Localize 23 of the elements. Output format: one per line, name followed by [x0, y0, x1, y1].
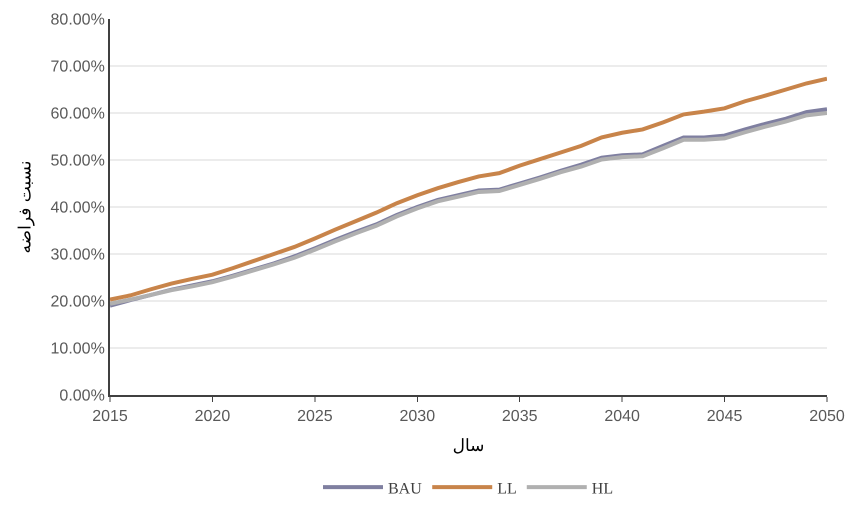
y-tick-label: 70.00% — [50, 58, 105, 76]
y-tick-label: 20.00% — [50, 294, 105, 311]
x-tick-label: 2035 — [502, 408, 538, 426]
y-tick-label: 80.00% — [50, 12, 105, 29]
y-tick-label: 0.00% — [59, 388, 105, 405]
x-tick-label: 2015 — [92, 408, 128, 426]
y-tick-label: 10.00% — [50, 340, 105, 358]
x-axis-title: سال — [452, 436, 484, 456]
x-tick-label: 2030 — [399, 408, 436, 426]
y-tick-label: 60.00% — [50, 106, 105, 123]
legend-label: HL — [592, 480, 614, 498]
legend-label: BAU — [388, 480, 422, 498]
y-tick-label: 30.00% — [50, 246, 105, 264]
y-tick-label: 40.00% — [50, 200, 105, 217]
x-tick-label: 2040 — [604, 408, 640, 426]
x-tick-label: 2020 — [194, 408, 230, 426]
y-axis-title: نسبت فراضه — [16, 160, 36, 254]
y-tick-label: 50.00% — [50, 152, 105, 170]
x-tick-label: 2050 — [809, 408, 845, 426]
line-series — [110, 76, 827, 302]
x-tick-label: 2045 — [706, 408, 742, 426]
x-tick-label: 2025 — [297, 408, 333, 426]
legend-label: LL — [497, 480, 517, 498]
